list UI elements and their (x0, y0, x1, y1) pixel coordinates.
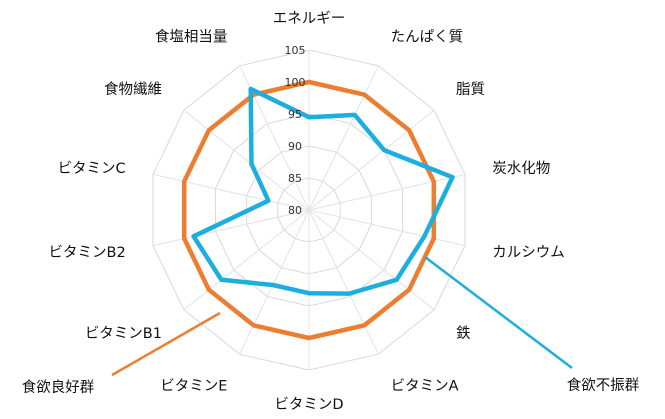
axis-label: 食塩相当量 (155, 29, 228, 46)
spoke-3 (308, 173, 466, 211)
legend-label: 食欲良好群 (22, 379, 95, 396)
axis-label: ビタミンB1 (85, 325, 162, 342)
spoke-10 (152, 209, 310, 247)
axis-label: ビタミンE (160, 377, 227, 394)
legend-label: 食欲不振群 (567, 377, 640, 394)
spoke-4 (308, 209, 466, 247)
tick-label: 85 (288, 172, 302, 185)
axis-label: カルシウム (492, 244, 565, 261)
spoke-5 (308, 209, 435, 311)
radar-grid (152, 49, 466, 371)
axis-label: ビタミンB2 (49, 244, 126, 261)
axis-label: 脂質 (456, 80, 485, 98)
axis-label: 鉄 (456, 325, 471, 342)
tick-label: 80 (288, 204, 302, 217)
callout-line-1 (424, 256, 573, 369)
spoke-11 (152, 173, 310, 211)
spoke-1 (308, 65, 379, 211)
tick-label: 90 (288, 140, 302, 153)
axis-label: 食物繊維 (104, 81, 162, 98)
series-line-0 (181, 79, 437, 341)
axis-label: ビタミンC (58, 160, 126, 177)
spoke-2 (308, 109, 435, 211)
spoke-9 (183, 209, 310, 311)
axis-label: 炭水化物 (492, 160, 550, 177)
tick-label: 95 (288, 108, 302, 121)
axis-label: エネルギー (273, 10, 346, 27)
axis-label: たんぱく質 (391, 28, 464, 46)
spoke-12 (183, 109, 310, 211)
series-callouts: 食欲良好群 食欲不振群 (22, 256, 640, 396)
radial-tick-labels: 80 85 90 95 100 105 (285, 44, 306, 217)
spoke-8 (239, 209, 310, 355)
axis-label: ビタミンD (274, 396, 343, 413)
axis-label: ビタミンA (391, 377, 459, 394)
series-line-1 (191, 86, 455, 296)
series-lines (181, 79, 455, 341)
spoke-6 (308, 209, 379, 355)
tick-label: 105 (285, 44, 306, 57)
tick-label: 100 (285, 76, 306, 89)
callout-line-0 (111, 311, 221, 377)
